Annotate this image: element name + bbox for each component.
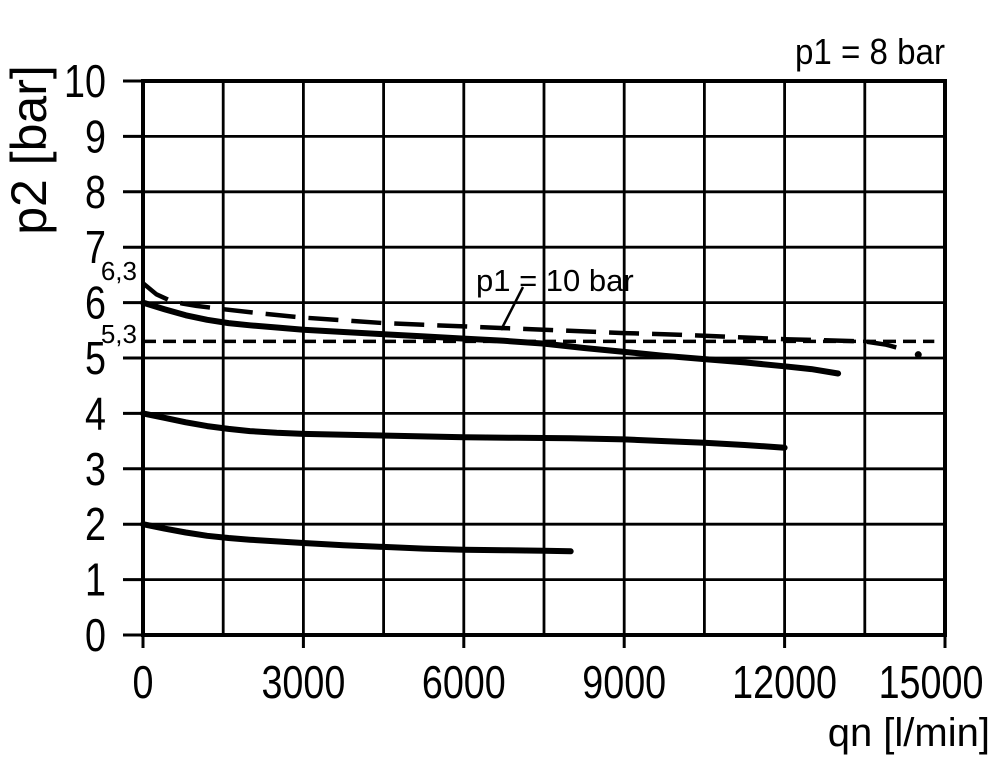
- p1-10bar-leader-line: [499, 286, 525, 331]
- y-tick-label: 9: [85, 111, 106, 162]
- y-tick-label: 3: [85, 443, 106, 494]
- y-tick-label: 8: [85, 166, 106, 217]
- x-tick-label: 0: [133, 656, 154, 707]
- x-axis-title: qn [l/min]: [828, 711, 990, 755]
- x-tick-label: 3000: [261, 656, 345, 707]
- ref-6-3-label: 6,3: [101, 256, 137, 286]
- y-tick-label: 0: [85, 609, 106, 660]
- y-tick-label: 7: [85, 222, 106, 273]
- y-tick-label: 4: [85, 388, 106, 439]
- curve-end-dot: [914, 351, 922, 359]
- y-tick-label: 1: [85, 554, 106, 605]
- x-tick-label: 6000: [422, 656, 506, 707]
- p1-10bar-annotation: p1 = 10 bar: [476, 263, 634, 298]
- ref-5-3-label: 5,3: [101, 319, 137, 349]
- curve-long-dash: [141, 281, 906, 352]
- x-tick-label: 12000: [732, 656, 837, 707]
- y-tick-label: 6: [85, 277, 106, 328]
- curve-solid: [140, 521, 574, 555]
- x-tick-label: 9000: [582, 656, 666, 707]
- curve-solid: [140, 410, 788, 451]
- y-tick-label: 2: [85, 499, 106, 550]
- y-axis-title: p2 [bar]: [1, 65, 57, 235]
- curve-solid: [140, 299, 842, 377]
- p1-8bar-annotation: p1 = 8 bar: [795, 33, 945, 73]
- y-tick-label: 10: [64, 55, 106, 106]
- y-tick-label: 5: [85, 332, 106, 383]
- x-tick-label: 15000: [879, 656, 984, 707]
